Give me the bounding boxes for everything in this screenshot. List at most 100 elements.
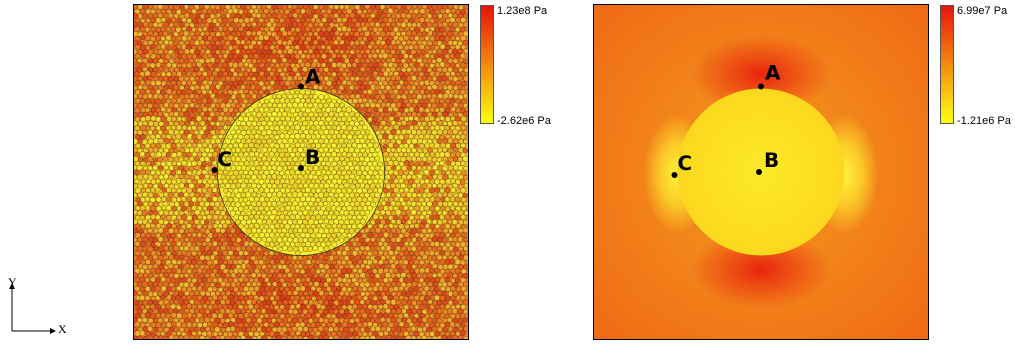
particle xyxy=(191,196,198,203)
particle xyxy=(272,246,278,252)
particle xyxy=(411,5,418,10)
particle xyxy=(281,57,288,64)
particle xyxy=(372,258,378,265)
particle xyxy=(380,138,386,144)
particle xyxy=(403,196,409,202)
particle xyxy=(225,93,232,99)
particle xyxy=(155,34,162,41)
particle xyxy=(461,206,467,212)
particle xyxy=(323,210,329,216)
particle xyxy=(191,97,197,103)
particle xyxy=(455,35,461,42)
particle xyxy=(297,75,303,81)
particle xyxy=(315,170,322,176)
particle xyxy=(393,124,400,131)
particle xyxy=(282,13,288,20)
particle xyxy=(170,116,177,122)
particle xyxy=(453,5,459,10)
particle xyxy=(243,17,250,24)
particle xyxy=(183,67,189,73)
particle xyxy=(176,80,182,86)
particle xyxy=(171,205,177,212)
particle xyxy=(235,326,241,332)
particle xyxy=(186,196,192,203)
particle xyxy=(442,92,449,99)
particle xyxy=(186,161,193,167)
particle xyxy=(245,30,252,37)
particle xyxy=(222,249,228,256)
particle xyxy=(339,49,345,55)
particle xyxy=(142,84,148,91)
particle xyxy=(323,200,329,207)
particle xyxy=(341,259,347,265)
colorbar-left-min-label: -2.62e6 Pa xyxy=(497,115,551,127)
particle xyxy=(367,35,373,41)
particle xyxy=(382,62,388,68)
particle xyxy=(194,103,200,109)
particle xyxy=(375,48,381,54)
particle xyxy=(258,34,265,41)
particle xyxy=(206,214,213,220)
particle xyxy=(141,317,148,323)
particle xyxy=(408,241,415,247)
colorbar-right-min-label: -1.21e6 Pa xyxy=(957,115,1011,127)
particle xyxy=(399,115,405,121)
particle xyxy=(184,48,191,55)
particle xyxy=(375,39,382,46)
particle xyxy=(336,322,342,328)
particle xyxy=(199,66,205,72)
particle xyxy=(355,182,361,189)
particle xyxy=(353,325,360,332)
particle xyxy=(145,169,151,175)
particle xyxy=(266,85,272,91)
particle xyxy=(328,299,334,306)
particle xyxy=(240,129,247,136)
particle xyxy=(160,214,166,220)
particle xyxy=(432,200,439,207)
particle xyxy=(138,300,144,306)
particle xyxy=(262,39,268,45)
particle xyxy=(378,250,384,256)
particle xyxy=(431,325,438,332)
particle xyxy=(331,151,337,158)
particle xyxy=(356,80,363,86)
particle xyxy=(436,48,443,55)
particle xyxy=(238,223,244,229)
particle xyxy=(217,232,223,238)
particle xyxy=(436,40,442,46)
particle xyxy=(318,271,325,278)
particle xyxy=(313,21,319,28)
particle xyxy=(333,334,340,339)
particle xyxy=(289,89,295,95)
particle xyxy=(325,240,331,247)
particle xyxy=(285,53,291,60)
particle xyxy=(302,299,309,305)
particle xyxy=(137,111,144,118)
particle xyxy=(316,62,322,68)
particle xyxy=(410,93,417,100)
particle xyxy=(267,254,273,260)
particle xyxy=(424,133,430,139)
particle xyxy=(452,128,459,135)
particle xyxy=(215,138,221,145)
particle xyxy=(166,196,172,203)
particle xyxy=(416,245,423,251)
particle xyxy=(354,298,361,305)
particle xyxy=(217,53,223,59)
particle xyxy=(388,330,395,337)
particle xyxy=(414,304,420,310)
particle xyxy=(411,84,417,91)
particle xyxy=(458,57,464,64)
particle xyxy=(263,251,269,257)
particle xyxy=(192,151,198,157)
particle xyxy=(450,295,456,301)
particle xyxy=(429,70,436,77)
particle xyxy=(304,268,311,274)
particle xyxy=(460,35,467,42)
particle xyxy=(375,14,381,20)
particle xyxy=(141,13,148,20)
particle xyxy=(326,214,333,220)
particle xyxy=(378,115,384,122)
particle xyxy=(175,142,182,148)
particle xyxy=(146,102,153,109)
